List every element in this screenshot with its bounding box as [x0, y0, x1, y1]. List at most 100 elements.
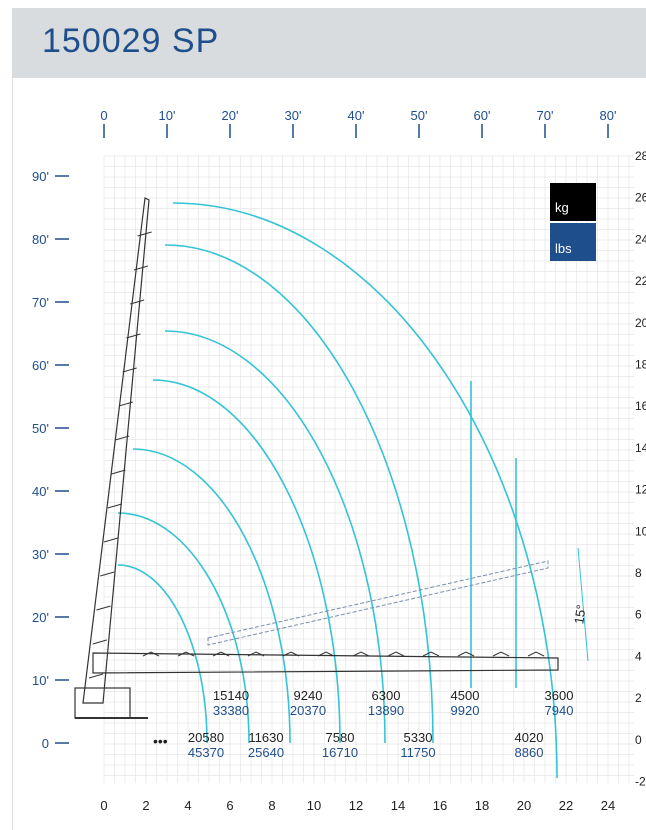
boom-bracket: [96, 605, 111, 611]
left-axis-tick-label: 70': [32, 295, 49, 310]
right-axis-tick-label: 14: [635, 441, 646, 455]
top-axis-tick-label: 0: [100, 108, 107, 123]
right-axis-tick-label: 10: [635, 524, 646, 538]
boom-bracket: [137, 231, 152, 237]
boom-bracket: [118, 401, 134, 407]
boom-bracket: [111, 469, 126, 475]
boom-bracket: [88, 673, 104, 679]
more-dots: •••: [153, 733, 168, 749]
boom-bracket: [130, 299, 145, 305]
load-lower-kg: 4020: [515, 730, 544, 745]
right-axis-tick-label: 26: [635, 191, 646, 205]
bottom-axis-tick-label: 8: [268, 798, 275, 813]
right-axis-tick-label: 22: [635, 274, 646, 288]
right-axis-tick-label: 0: [635, 733, 642, 747]
legend-lbs-swatch: [550, 223, 596, 261]
left-axis-tick-label: 60': [32, 358, 49, 373]
bottom-axis-tick-label: 24: [601, 798, 615, 813]
left-axis-tick-label: 80': [32, 232, 49, 247]
bottom-axis-tick-label: 6: [226, 798, 233, 813]
boom-bracket: [527, 651, 545, 657]
right-axis-tick-label: 4: [635, 649, 642, 663]
load-lower-kg: 11630: [248, 730, 283, 745]
vertical-boom: [82, 197, 150, 704]
boom-bracket: [352, 651, 370, 657]
top-axis-tick-label: 80': [600, 108, 617, 123]
jib-angle-label: 15°: [571, 603, 589, 625]
boom-bracket: [282, 651, 300, 657]
load-lower-lbs: 45370: [188, 745, 224, 760]
top-axis-tick-label: 40': [348, 108, 365, 123]
load-lower-kg: 7580: [326, 730, 355, 745]
boom-bracket: [133, 265, 149, 271]
boom-bracket: [492, 651, 510, 657]
boom-bracket: [387, 651, 405, 657]
boom-bracket: [126, 333, 141, 339]
load-upper-lbs: 7940: [545, 703, 574, 718]
boom-bracket: [100, 571, 115, 577]
load-upper-lbs: 20370: [290, 703, 326, 718]
page-title: 150029 SP: [42, 22, 220, 60]
reach-arc: [132, 448, 291, 744]
right-axis-tick-label: 18: [635, 358, 646, 372]
load-upper-kg: 6300: [372, 688, 401, 703]
bottom-axis-tick-label: 20: [517, 798, 531, 813]
left-axis-tick-label: 90': [32, 169, 49, 184]
bottom-axis-tick-label: 2: [142, 798, 149, 813]
axes: 0 10' 20' 30' 40' 50' 60' 70' 80' 90' 80' 70' 60' 50'…: [32, 108, 646, 813]
bottom-axis-tick-label: 16: [433, 798, 447, 813]
load-lower-lbs: 8860: [515, 745, 544, 760]
reach-arc: [117, 512, 250, 744]
boom-bracket: [122, 367, 137, 373]
bottom-axis-tick-label: 10: [307, 798, 321, 813]
crane-boom-drawing: [74, 197, 559, 719]
boom-bracket: [317, 651, 335, 657]
right-axis-tick-label: 16: [635, 399, 646, 413]
reach-arcs: [117, 202, 589, 779]
right-axis-tick-label: -2: [635, 775, 646, 789]
boom-bracket: [107, 503, 122, 509]
top-axis-tick-label: 50': [411, 108, 428, 123]
load-chart-panel: 0 10' 20' 30' 40' 50' 60' 70' 80' 90' 80' 70' 60' 50'…: [12, 78, 646, 830]
grid: [103, 155, 634, 783]
bottom-axis-tick-label: 0: [100, 798, 107, 813]
load-upper-lbs: 9920: [451, 703, 480, 718]
load-upper-kg: 3600: [545, 688, 574, 703]
left-axis-tick-label: 40': [32, 484, 49, 499]
reach-arc: [117, 564, 208, 744]
boom-bracket: [457, 651, 475, 657]
boom-bracket: [115, 435, 130, 441]
bottom-axis-tick-label: 4: [184, 798, 191, 813]
title-bar: 150029 SP: [12, 8, 646, 78]
left-axis-tick-label: 0: [42, 736, 49, 751]
reach-arc: [164, 244, 434, 744]
top-axis-tick-label: 30': [285, 108, 302, 123]
reach-arc: [164, 330, 386, 744]
reach-arc: [172, 202, 558, 779]
jib-angle-arc: [577, 547, 589, 662]
load-chart: 0 10' 20' 30' 40' 50' 60' 70' 80' 90' 80' 70' 60' 50'…: [32, 108, 646, 813]
load-upper-lbs: 13890: [368, 703, 404, 718]
legend-lbs-label: lbs: [555, 241, 572, 256]
reach-arc: [152, 379, 341, 744]
legend-kg-label: kg: [555, 200, 569, 215]
top-axis-tick-label: 60': [474, 108, 491, 123]
boom-bracket: [422, 651, 440, 657]
load-upper-lbs: 33380: [213, 703, 249, 718]
left-axis-tick-label: 50': [32, 421, 49, 436]
left-axis-tick-label: 20': [32, 610, 49, 625]
load-lower-lbs: 11750: [400, 745, 435, 760]
boom-bracket: [142, 651, 160, 657]
load-lower-kg: 5330: [404, 730, 433, 745]
boom-bracket: [177, 651, 195, 657]
horizontal-boom: [92, 652, 559, 674]
left-axis-tick-label: 30': [32, 547, 49, 562]
top-axis-tick-label: 10': [159, 108, 176, 123]
right-axis-tick-label: 2: [635, 691, 642, 705]
load-lower-kg: 20580: [188, 730, 224, 745]
bottom-axis-tick-label: 12: [349, 798, 363, 813]
load-upper-kg: 15140: [213, 688, 249, 703]
bottom-axis-tick-label: 14: [391, 798, 405, 813]
bottom-axis-tick-label: 18: [475, 798, 489, 813]
